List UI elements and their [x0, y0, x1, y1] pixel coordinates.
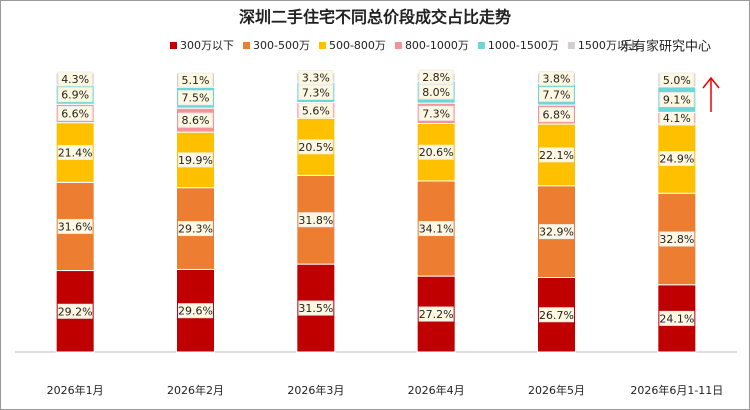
legend-swatch [567, 42, 575, 49]
label-box [539, 86, 574, 102]
label-box [298, 212, 334, 228]
value-label: 2.8% [422, 71, 450, 84]
label-box [418, 306, 454, 322]
value-label: 34.1% [419, 223, 454, 236]
value-label: 27.2% [419, 308, 454, 321]
value-label: 32.9% [539, 226, 574, 239]
value-label: 9.1% [663, 94, 691, 107]
x-tick-label: 2026年6月1-11日 [630, 383, 723, 397]
value-label: 6.9% [61, 89, 89, 102]
value-label: 5.6% [302, 104, 330, 117]
label-box [178, 72, 213, 88]
label-box [539, 224, 574, 240]
legend-swatch [243, 42, 250, 49]
label-box [418, 221, 454, 237]
label-box [298, 300, 334, 316]
label-box [418, 69, 454, 85]
label-box [178, 90, 213, 106]
x-tick-label: 2026年5月 [528, 383, 585, 397]
legend-label: 300万以下 [180, 39, 234, 52]
label-box [57, 218, 93, 234]
value-label: 5.0% [663, 74, 691, 87]
label-box [178, 112, 213, 128]
legend-label: 300-500万 [253, 39, 310, 52]
value-label: 31.6% [58, 220, 93, 233]
x-tick-label: 2026年3月 [287, 383, 344, 397]
value-label: 6.6% [61, 107, 89, 120]
value-label: 22.1% [539, 149, 574, 162]
label-box [178, 221, 213, 237]
label-box [659, 151, 695, 167]
source: 乐有家研究中心 [620, 39, 711, 55]
label-box [57, 71, 93, 87]
label-box [418, 105, 454, 121]
label-box [659, 310, 695, 326]
value-label: 29.3% [178, 223, 213, 236]
legend-label: 1000-1500万 [488, 39, 559, 52]
value-label: 29.6% [178, 305, 213, 318]
value-label: 20.5% [298, 141, 333, 154]
value-label: 4.1% [663, 112, 691, 125]
label-box [57, 303, 93, 319]
value-label: 29.2% [58, 305, 93, 318]
label-box [178, 303, 213, 319]
value-label: 3.3% [302, 72, 330, 85]
value-label: 4.3% [61, 73, 89, 86]
label-box [57, 105, 93, 121]
label-box [298, 102, 334, 118]
legend-swatch [394, 42, 402, 49]
label-box [298, 70, 334, 86]
value-label: 7.5% [182, 92, 210, 105]
label-box [298, 139, 334, 155]
value-label: 5.1% [182, 74, 210, 87]
value-label: 21.4% [58, 147, 93, 160]
label-box [659, 72, 695, 88]
label-box [57, 145, 93, 161]
value-label: 31.5% [298, 302, 333, 315]
chart-title: 深圳二手住宅不同总价段成交占比走势 [239, 8, 511, 27]
value-label: 19.9% [178, 154, 213, 167]
value-label: 20.6% [419, 146, 454, 159]
legend-label: 500-800万 [329, 39, 386, 52]
value-label: 31.8% [298, 214, 333, 227]
label-box [57, 87, 93, 103]
label-box [659, 231, 695, 247]
label-box [298, 84, 334, 100]
value-label: 6.8% [543, 109, 571, 122]
label-box [418, 84, 454, 100]
x-tick-label: 2026年4月 [408, 383, 465, 397]
legend-swatch [170, 42, 177, 49]
label-box [539, 307, 574, 323]
value-label: 8.6% [182, 114, 210, 127]
value-label: 32.8% [659, 233, 694, 246]
label-box [178, 152, 213, 168]
x-tick-label: 2026年1月 [47, 383, 104, 397]
value-label: 24.9% [659, 153, 694, 166]
value-label: 7.3% [302, 86, 330, 99]
legend-swatch [477, 42, 485, 49]
label-box [539, 107, 574, 123]
value-label: 3.8% [543, 72, 571, 85]
label-box [418, 144, 454, 160]
x-tick-label: 2026年2月 [167, 383, 224, 397]
arrow [702, 76, 720, 112]
label-box [659, 92, 695, 108]
value-label: 7.3% [422, 107, 450, 120]
value-label: 24.1% [659, 312, 694, 325]
legend-label: 1500万以上 [578, 39, 639, 52]
label-box [539, 147, 574, 163]
legend-label: 800-1000万 [405, 39, 469, 52]
value-label: 7.7% [543, 88, 571, 101]
value-label: 26.7% [539, 309, 574, 322]
label-box [539, 70, 574, 86]
legend-swatch [318, 42, 326, 49]
value-label: 8.0% [422, 86, 450, 99]
